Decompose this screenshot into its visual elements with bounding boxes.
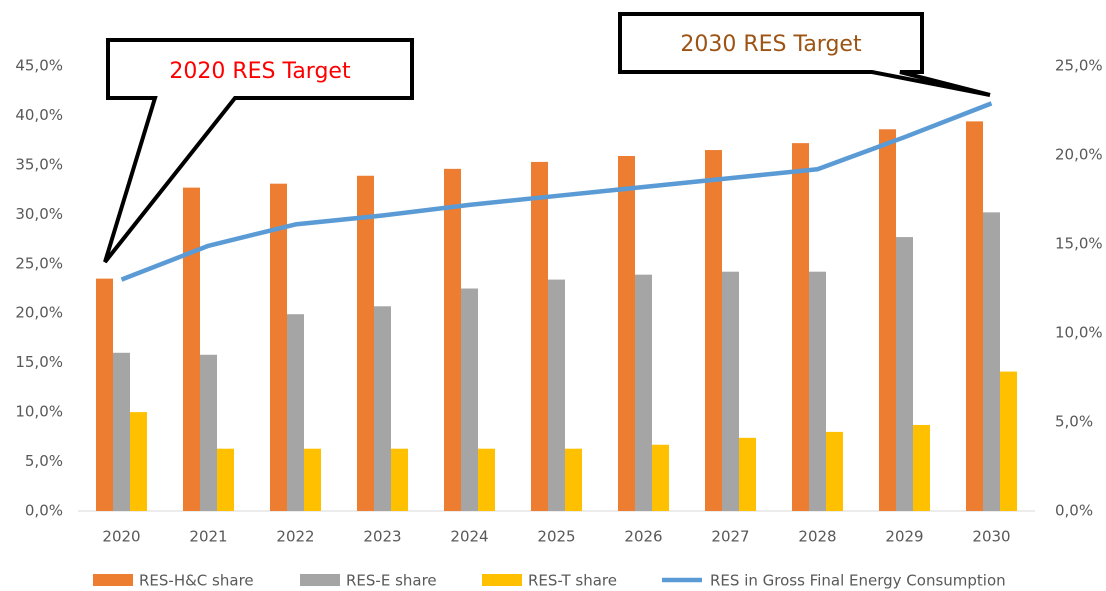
bar bbox=[183, 187, 200, 511]
callout-box bbox=[618, 12, 991, 97]
x-tick-label: 2021 bbox=[189, 528, 227, 546]
bar bbox=[96, 278, 113, 511]
y-tick-label: 35,0% bbox=[15, 155, 63, 173]
bar bbox=[287, 314, 304, 511]
bar bbox=[966, 121, 983, 511]
y2-tick-label: 0,0% bbox=[1055, 502, 1093, 520]
bar bbox=[635, 274, 652, 511]
y2-tick-label: 10,0% bbox=[1055, 324, 1103, 342]
x-tick-label: 2027 bbox=[711, 528, 749, 546]
y-tick-label: 20,0% bbox=[15, 304, 63, 322]
bar bbox=[444, 168, 461, 511]
bar bbox=[531, 161, 548, 511]
line bbox=[120, 101, 993, 282]
y-tick-label: 40,0% bbox=[15, 106, 63, 124]
bar bbox=[374, 306, 391, 511]
y2-tick-label: 5,0% bbox=[1055, 413, 1093, 431]
legend-swatch bbox=[93, 574, 133, 586]
legend-swatch bbox=[482, 574, 522, 586]
legend-label: RES-E share bbox=[346, 572, 437, 590]
y-tick-label: 15,0% bbox=[15, 353, 63, 371]
x-tick-label: 2022 bbox=[276, 528, 314, 546]
bar bbox=[896, 237, 913, 512]
x-tick-label: 2024 bbox=[450, 528, 488, 546]
bar bbox=[652, 444, 669, 511]
y-tick-label: 45,0% bbox=[15, 57, 63, 75]
legend-label: RES-T share bbox=[528, 572, 617, 590]
x-tick-label: 2026 bbox=[624, 528, 662, 546]
annotation: 2020 RES Target bbox=[169, 59, 351, 84]
x-tick-label: 2028 bbox=[798, 528, 836, 546]
bar bbox=[113, 352, 130, 511]
bar bbox=[548, 279, 565, 511]
bar bbox=[461, 288, 478, 511]
bar bbox=[200, 354, 217, 511]
callout: 2030 RES Target bbox=[618, 12, 991, 97]
bar bbox=[983, 212, 1000, 511]
legend-label: RES in Gross Final Energy Consumption bbox=[710, 572, 1006, 590]
bar bbox=[826, 431, 843, 511]
x-tick-label: 2030 bbox=[972, 528, 1010, 546]
bar bbox=[879, 129, 896, 512]
bar bbox=[478, 448, 495, 511]
x-tick-label: 2025 bbox=[537, 528, 575, 546]
callout-box bbox=[103, 38, 414, 264]
legend-label: RES-H&C share bbox=[139, 572, 254, 590]
y-tick-label: 0,0% bbox=[25, 502, 63, 520]
bar bbox=[705, 150, 722, 512]
bar bbox=[722, 271, 739, 511]
x-tick-label: 2020 bbox=[102, 528, 140, 546]
y2-tick-label: 15,0% bbox=[1055, 235, 1103, 253]
y-tick-label: 25,0% bbox=[15, 254, 63, 272]
bar bbox=[304, 448, 321, 511]
y-tick-label: 5,0% bbox=[25, 452, 63, 470]
annotation: 2030 RES Target bbox=[680, 32, 862, 57]
bar bbox=[130, 412, 147, 511]
bar bbox=[391, 448, 408, 511]
bar bbox=[809, 271, 826, 511]
y-tick-label: 30,0% bbox=[15, 205, 63, 223]
legend-swatch bbox=[300, 574, 340, 586]
bar bbox=[739, 437, 756, 511]
y2-tick-label: 20,0% bbox=[1055, 146, 1103, 164]
y-tick-label: 10,0% bbox=[15, 403, 63, 421]
y2-tick-label: 25,0% bbox=[1055, 57, 1103, 75]
callout: 2020 RES Target bbox=[103, 38, 414, 264]
bar bbox=[1000, 371, 1017, 511]
bar bbox=[913, 424, 930, 511]
bar bbox=[565, 448, 582, 511]
bar bbox=[357, 175, 374, 511]
bar bbox=[792, 143, 809, 511]
x-tick-label: 2029 bbox=[885, 528, 923, 546]
bar bbox=[270, 183, 287, 511]
x-tick-label: 2023 bbox=[363, 528, 401, 546]
bar bbox=[618, 155, 635, 511]
bar bbox=[217, 448, 234, 511]
